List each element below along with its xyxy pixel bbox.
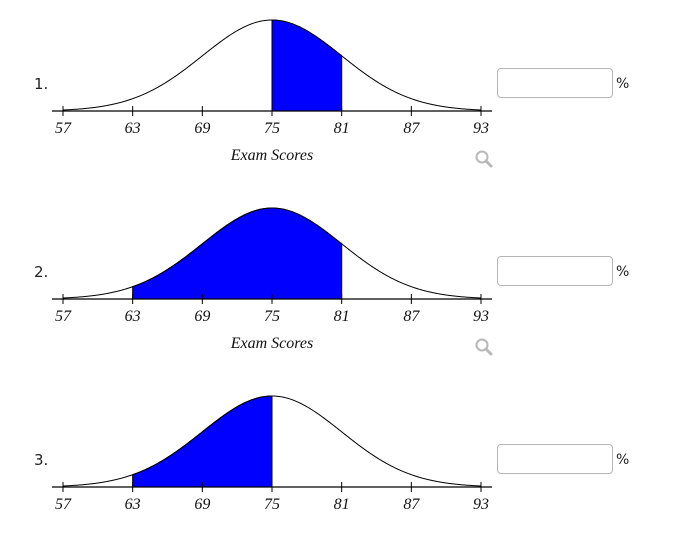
normal-curve-chart: 57 63 69 75 81 87 93 Exam Scores: [52, 19, 492, 164]
x-tick-label: 69: [194, 120, 210, 137]
x-tick-label: 87: [403, 308, 420, 325]
problem-2: 2. 57 63 69 75 81 87 93 Exam Scores %: [0, 188, 676, 368]
problem-1: 1. 57 63 69 75 81 87 93 Exam Scores %: [0, 0, 676, 180]
x-tick-label: 69: [194, 308, 210, 325]
magnifier-icon[interactable]: [474, 149, 494, 169]
x-tick-label: 75: [264, 308, 280, 325]
x-tick-label: 87: [403, 496, 420, 513]
x-tick-label: 69: [194, 496, 210, 513]
normal-curve: [62, 395, 482, 487]
x-tick-label: 93: [473, 120, 489, 137]
x-tick-label: 87: [403, 120, 420, 137]
x-tick-label: 81: [334, 120, 350, 137]
x-axis-title: Exam Scores: [230, 335, 314, 352]
x-tick-label: 81: [334, 308, 350, 325]
x-tick-label: 57: [55, 120, 72, 137]
x-tick-label: 75: [264, 120, 280, 137]
normal-curve: [62, 207, 482, 299]
answer-input[interactable]: [497, 68, 613, 98]
x-tick-label: 81: [334, 496, 350, 513]
percent-label: %: [616, 452, 630, 468]
magnifier-icon[interactable]: [474, 337, 494, 357]
problem-number: 3.: [34, 451, 49, 469]
shaded-area: [132, 207, 343, 300]
normal-curve-chart: 57 63 69 75 81 87 93: [52, 395, 492, 513]
shaded-area: [132, 395, 273, 488]
x-axis-title: Exam Scores: [230, 147, 314, 164]
x-tick-label: 63: [125, 308, 141, 325]
x-tick-label: 93: [473, 496, 489, 513]
x-tick-label: 75: [264, 496, 280, 513]
percent-label: %: [616, 264, 630, 280]
x-tick-label: 93: [473, 308, 489, 325]
normal-curve: [62, 19, 482, 111]
problem-number: 1.: [34, 75, 49, 93]
problem-number: 2.: [34, 263, 49, 281]
x-tick-label: 63: [125, 120, 141, 137]
problem-3: 3. 57 63 69 75 81 87 93 %: [0, 376, 676, 556]
x-tick-label: 57: [55, 308, 72, 325]
normal-curve-chart: 57 63 69 75 81 87 93 Exam Scores: [52, 207, 492, 352]
answer-input[interactable]: [497, 444, 613, 474]
answer-input[interactable]: [497, 256, 613, 286]
x-tick-label: 63: [125, 496, 141, 513]
x-tick-label: 57: [55, 496, 72, 513]
shaded-area: [271, 19, 343, 112]
percent-label: %: [616, 76, 630, 92]
